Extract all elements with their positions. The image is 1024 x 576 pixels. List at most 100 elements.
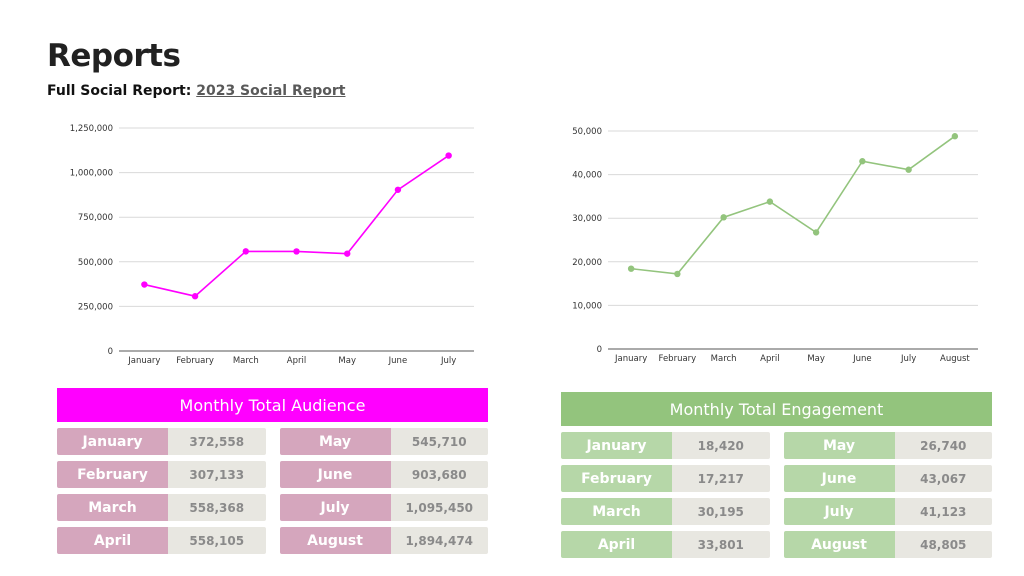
x-tick-label: May [807,354,825,364]
engagement-value-cell: 41,123 [894,498,992,525]
audience-table-header: Monthly Total Audience [57,388,488,422]
engagement-row: February 17,217 [561,465,770,492]
data-point [445,152,452,159]
full-report-link[interactable]: 2023 Social Report [196,83,346,99]
x-tick-label: February [659,354,697,364]
x-tick-label: February [176,356,214,366]
x-tick-label: January [614,354,647,364]
data-point [766,198,774,205]
engagement-value-cell: 30,195 [672,498,770,525]
audience-month-cell: February [57,461,168,488]
audience-row: March 558,368 [57,494,266,521]
audience-row: April 558,105 [57,527,266,554]
engagement-month-cell: January [561,432,672,459]
x-tick-label: April [287,356,306,366]
data-point [242,248,249,255]
y-tick-label: 10,000 [572,301,602,311]
data-point [141,281,148,288]
engagement-table: Monthly Total Engagement January 18,420 Ma… [561,392,992,558]
audience-row: August 1,894,474 [279,527,488,554]
data-point [859,158,866,165]
audience-month-cell: July [279,494,391,521]
data-point [812,229,820,236]
engagement-row: August 48,805 [783,531,992,558]
audience-month-cell: April [57,527,168,554]
data-point [293,248,300,255]
audience-value-cell: 558,368 [168,494,266,521]
data-point [394,186,402,193]
audience-value-cell: 903,680 [390,461,488,488]
audience-month-cell: June [279,461,391,488]
engagement-value-cell: 17,217 [672,465,770,492]
audience-table: Monthly Total Audience January 372,558 May… [57,388,488,554]
data-point [191,293,199,300]
engagement-month-cell: March [561,498,672,525]
engagement-row: January 18,420 [561,432,770,459]
data-point [627,265,635,272]
audience-line-chart: 0 250,000 500,000 750,000 1,000,000 1,250,000… [70,124,474,366]
audience-month-cell: August [279,527,391,554]
audience-row: May 545,710 [279,428,488,455]
y-tick-label: 0 [597,345,602,355]
audience-value-cell: 558,105 [168,527,266,554]
report-subtitle: Full Social Report: 2023 Social Report [47,83,346,99]
y-tick-label: 1,250,000 [70,124,113,134]
engagement-month-cell: June [783,465,895,492]
audience-value-cell: 545,710 [390,428,488,455]
x-tick-label: July [900,354,916,364]
engagement-row: May 26,740 [783,432,992,459]
audience-value-cell: 1,894,474 [390,527,488,554]
engagement-row: April 33,801 [561,531,770,558]
x-tick-label: June [852,354,872,364]
y-tick-label: 500,000 [78,258,113,268]
engagement-line-chart: 0 10,000 20,000 30,000 40,000 50,000 January Fe… [572,127,978,364]
engagement-row: June 43,067 [783,465,992,492]
x-tick-label: May [338,356,356,366]
engagement-row: March 30,195 [561,498,770,525]
y-tick-label: 20,000 [572,258,602,268]
engagement-value-cell: 43,067 [894,465,992,492]
engagement-value-cell: 48,805 [894,531,992,558]
series-line [144,154,450,298]
audience-table-rows: January 372,558 May 545,710 February 307,133 J… [57,428,488,554]
data-point [951,133,959,140]
data-point [720,214,727,221]
data-point [674,270,681,278]
y-tick-label: 1,000,000 [70,169,113,179]
x-tick-label: March [711,354,737,364]
x-tick-label: March [233,356,259,366]
engagement-month-cell: April [561,531,672,558]
data-point [905,166,912,173]
series-line [631,135,956,275]
y-tick-label: 30,000 [572,214,602,224]
audience-value-cell: 372,558 [168,428,266,455]
x-tick-label: July [440,356,456,366]
y-tick-label: 40,000 [572,171,602,181]
engagement-month-cell: July [783,498,895,525]
page-title: Reports [47,38,181,74]
engagement-month-cell: February [561,465,672,492]
y-tick-label: 50,000 [572,127,602,137]
y-tick-label: 250,000 [78,302,113,312]
audience-row: January 372,558 [57,428,266,455]
engagement-row: July 41,123 [783,498,992,525]
x-tick-label: January [127,356,160,366]
engagement-value-cell: 18,420 [672,432,770,459]
engagement-month-cell: August [783,531,895,558]
x-tick-label: August [940,354,970,364]
engagement-month-cell: May [783,432,895,459]
audience-row: July 1,095,450 [279,494,488,521]
x-tick-label: April [760,354,779,364]
audience-value-cell: 307,133 [168,461,266,488]
y-tick-label: 0 [108,347,113,357]
data-point [344,250,351,257]
engagement-value-cell: 26,740 [894,432,992,459]
audience-value-cell: 1,095,450 [390,494,488,521]
audience-row: February 307,133 [57,461,266,488]
subtitle-label: Full Social Report: [47,83,192,99]
y-tick-label: 750,000 [78,213,113,223]
x-tick-label: June [388,356,408,366]
audience-month-cell: January [57,428,168,455]
audience-month-cell: March [57,494,168,521]
audience-month-cell: May [279,428,391,455]
